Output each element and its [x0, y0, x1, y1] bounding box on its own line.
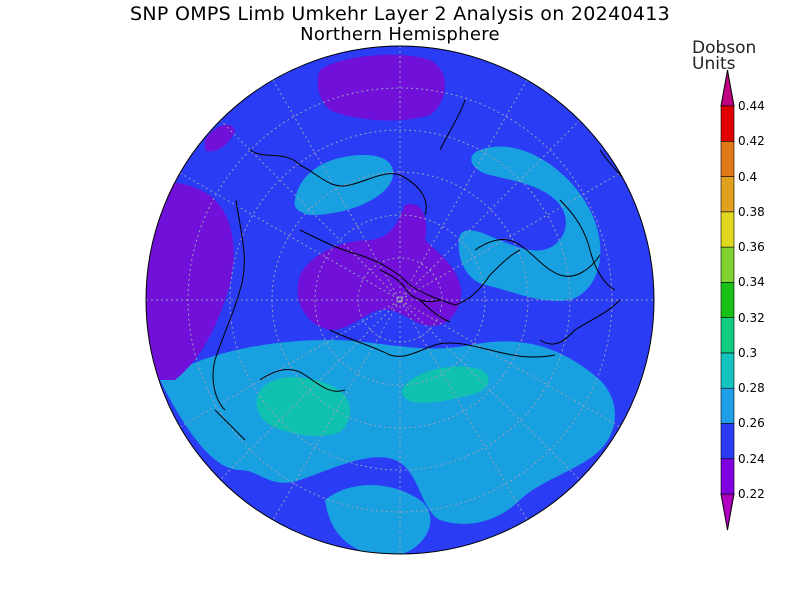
- colorbar-bin: [720, 423, 735, 460]
- colorbar: [720, 69, 735, 531]
- colorbar-tick-label: 0.3: [738, 345, 758, 360]
- ozone-region-teal-west: [256, 377, 351, 436]
- map-border: [145, 45, 655, 555]
- ozone-region-light-blue-east: [458, 146, 601, 302]
- colorbar-bin: [720, 246, 735, 283]
- colorbar-over-triangle: [720, 69, 735, 107]
- colorbar-units: Dobson Units: [692, 38, 757, 74]
- colorbar-tick-label: 0.4: [738, 169, 758, 184]
- colorbar-tick-label: 0.22: [738, 487, 765, 501]
- coastlines: [212, 99, 641, 441]
- colorbar-tick-label: 0.44: [738, 99, 765, 113]
- graticule: [146, 46, 654, 554]
- colorbar-tick-label: 0.36: [738, 240, 765, 255]
- colorbar-tick-label: 0.38: [738, 204, 765, 219]
- colorbar-bin: [720, 176, 735, 213]
- colorbar-tick-label: 0.42: [738, 134, 765, 149]
- colorbar-bin: [720, 352, 735, 389]
- colorbar-tick-label: 0.32: [738, 310, 765, 325]
- ozone-region-light-blue-bottom: [325, 485, 431, 554]
- colorbar-bin: [720, 282, 735, 318]
- colorbar-bin: [720, 317, 735, 354]
- colorbar-tick-label: 0.28: [738, 381, 765, 396]
- ozone-region-purple-top: [317, 54, 445, 121]
- ozone-region-purple-pole: [297, 204, 462, 330]
- colorbar-bin: [720, 140, 735, 177]
- ozone-region-light-blue-north: [294, 155, 394, 215]
- colorbar-bin: [720, 458, 735, 495]
- colorbar-bin: [720, 105, 735, 142]
- ozone-region-purple-west: [146, 180, 234, 380]
- ozone-region-teal-center: [402, 366, 489, 403]
- colorbar-under-triangle: [720, 493, 735, 531]
- map-subtitle: Northern Hemisphere: [300, 24, 500, 45]
- colorbar-tick-label: 0.34: [738, 275, 765, 290]
- ozone-region-purple-ne: [205, 124, 235, 152]
- colorbar-tick-label: 0.24: [738, 451, 765, 466]
- colorbar-bin: [720, 211, 735, 248]
- colorbar-bin: [720, 387, 735, 424]
- map-title: SNP OMPS Limb Umkehr Layer 2 Analysis on…: [129, 3, 671, 25]
- colorbar-tick-label: 0.26: [738, 416, 765, 431]
